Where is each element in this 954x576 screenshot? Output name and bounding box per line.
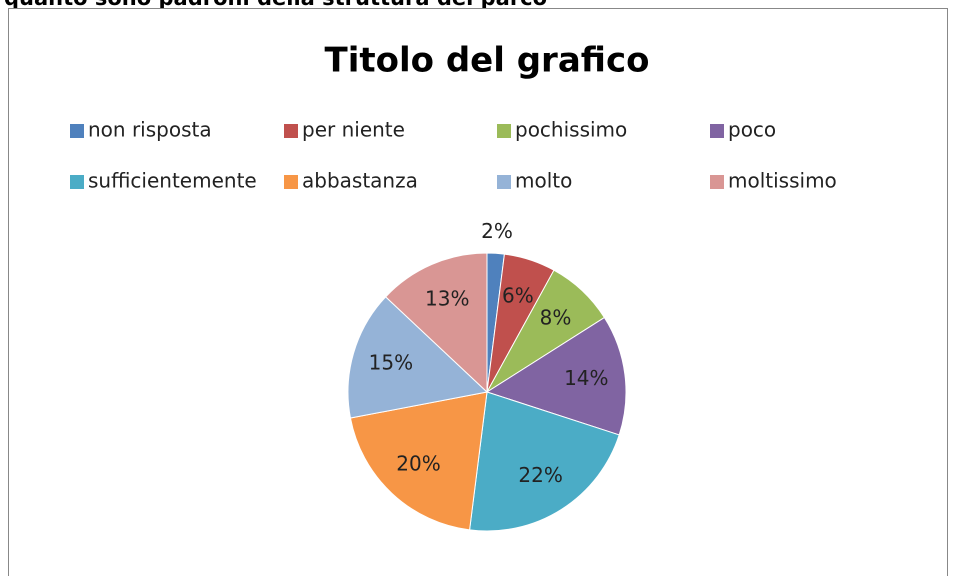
pie-slice [485,316,627,436]
header-strip: quanto sono padroni della struttura del … [0,0,954,9]
header: quanto sono padroni della struttura del … [4,0,547,9]
pie-slice [347,296,489,419]
legend-label: moltissimo [728,169,837,193]
legend-swatch [497,124,511,138]
data-label: 20% [396,451,440,475]
legend-label: sufficientemente [88,169,257,193]
data-label: 2% [481,219,513,243]
legend-swatch [70,124,84,138]
data-label: 14% [564,366,608,390]
data-label: 8% [540,306,572,330]
legend-label: abbastanza [302,169,418,193]
pie-slice [469,391,620,532]
legend-label: per niente [302,118,405,142]
pie-slice [349,391,488,531]
legend-swatch [284,175,298,189]
legend-label: poco [728,118,776,142]
legend-swatch [70,175,84,189]
legend-label: non risposta [88,118,212,142]
legend-label: molto [515,169,572,193]
legend-swatch [284,124,298,138]
legend-swatch [497,175,511,189]
legend-swatch [710,175,724,189]
chart-title: Titolo del grafico [325,41,650,81]
pie-slice [384,252,488,394]
data-label: 6% [502,283,534,307]
data-label: 22% [518,463,562,487]
legend-label: pochissimo [515,118,627,142]
data-label: 13% [425,287,469,311]
data-label: 15% [369,351,413,375]
legend-swatch [710,124,724,138]
